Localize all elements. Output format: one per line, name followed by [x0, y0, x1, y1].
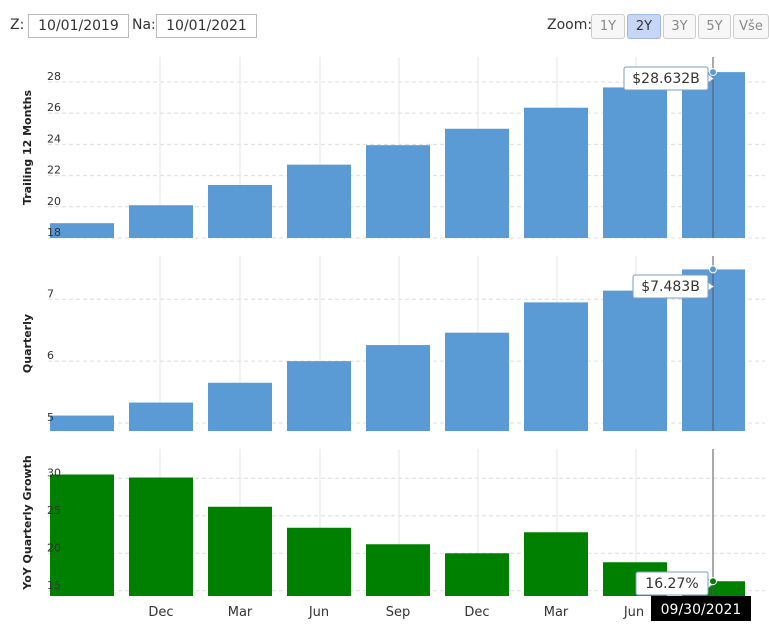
bar-yoy-1 [129, 477, 193, 596]
y-tick-label: 5 [47, 411, 54, 424]
x-tick-label: Jun [623, 605, 644, 620]
y-tick-label: 25 [47, 504, 61, 517]
y-tick-label: 18 [47, 226, 61, 239]
tooltip-pointer [707, 281, 715, 292]
to-date-input[interactable]: 10/01/2021 [156, 14, 257, 38]
y-tick-label: 30 [47, 466, 61, 479]
bar-quarterly-7 [603, 290, 667, 431]
tooltip-value: $28.632B [632, 71, 700, 87]
tooltip-value: $7.483B [641, 279, 700, 295]
bar-t12m-6 [524, 107, 588, 238]
bar-yoy-4 [366, 544, 430, 596]
bar-quarterly-2 [208, 382, 272, 431]
hover-marker [709, 265, 717, 274]
hover-marker [709, 577, 717, 586]
date-flag-label: 09/30/2021 [661, 602, 742, 618]
y-tick-label: 26 [47, 101, 61, 114]
to-label: Na: [132, 17, 156, 33]
x-tick-label: Dec [464, 605, 489, 620]
x-tick-label: Mar [544, 605, 569, 620]
y-tick-label: 22 [47, 164, 61, 177]
bar-t12m-4 [366, 145, 430, 238]
bar-quarterly-1 [129, 402, 193, 431]
y-axis-label: YoY Quarterly Growth [21, 455, 34, 591]
y-tick-label: 20 [47, 541, 61, 554]
bar-yoy-3 [287, 527, 351, 596]
from-date-input[interactable]: 10/01/2019 [28, 14, 129, 38]
zoom-label: Zoom: [547, 17, 593, 33]
x-tick-label: Jun [308, 605, 329, 620]
y-axis-label: Trailing 12 Months [21, 90, 34, 206]
zoom-3y-button[interactable]: 3Y [663, 14, 696, 39]
bar-yoy-2 [208, 506, 272, 596]
y-axis-label: Quarterly [21, 314, 34, 373]
bar-quarterly-0 [50, 415, 114, 431]
bar-yoy-5 [445, 553, 509, 596]
hover-marker [709, 68, 717, 77]
bar-t12m-7 [603, 87, 667, 238]
date-flag-box [651, 596, 751, 621]
bar-quarterly-5 [445, 332, 509, 431]
tooltip-pointer [707, 73, 715, 84]
x-tick-label: Sep [386, 605, 411, 620]
bar-quarterly-6 [524, 302, 588, 431]
x-tick-label: Dec [148, 605, 173, 620]
tooltip-value: 16.27% [645, 576, 698, 592]
bar-t12m-0 [50, 223, 114, 238]
from-label: Z: [10, 17, 25, 33]
y-tick-label: 20 [47, 195, 61, 208]
zoom-1y-button[interactable]: 1Y [591, 14, 625, 39]
bar-t12m-1 [129, 205, 193, 238]
x-tick-label: Mar [228, 605, 253, 620]
bar-t12m-3 [287, 164, 351, 238]
zoom-5y-button[interactable]: 5Y [698, 14, 731, 39]
y-tick-label: 28 [47, 70, 61, 83]
bar-t12m-2 [208, 184, 272, 238]
bar-yoy-6 [524, 532, 588, 596]
bar-quarterly-3 [287, 361, 351, 431]
bar-t12m-5 [445, 128, 509, 238]
zoom-all-button[interactable]: Vše [733, 14, 769, 39]
y-tick-label: 15 [47, 579, 61, 592]
y-tick-label: 24 [47, 132, 61, 145]
bar-yoy-0 [50, 474, 114, 596]
y-tick-label: 7 [47, 287, 54, 300]
bar-quarterly-4 [366, 345, 430, 431]
y-tick-label: 6 [47, 349, 54, 362]
zoom-2y-button[interactable]: 2Y [627, 14, 661, 39]
toolbar: Z: 10/01/2019 Na: 10/01/2021 Zoom: 1Y 2Y… [0, 0, 769, 52]
